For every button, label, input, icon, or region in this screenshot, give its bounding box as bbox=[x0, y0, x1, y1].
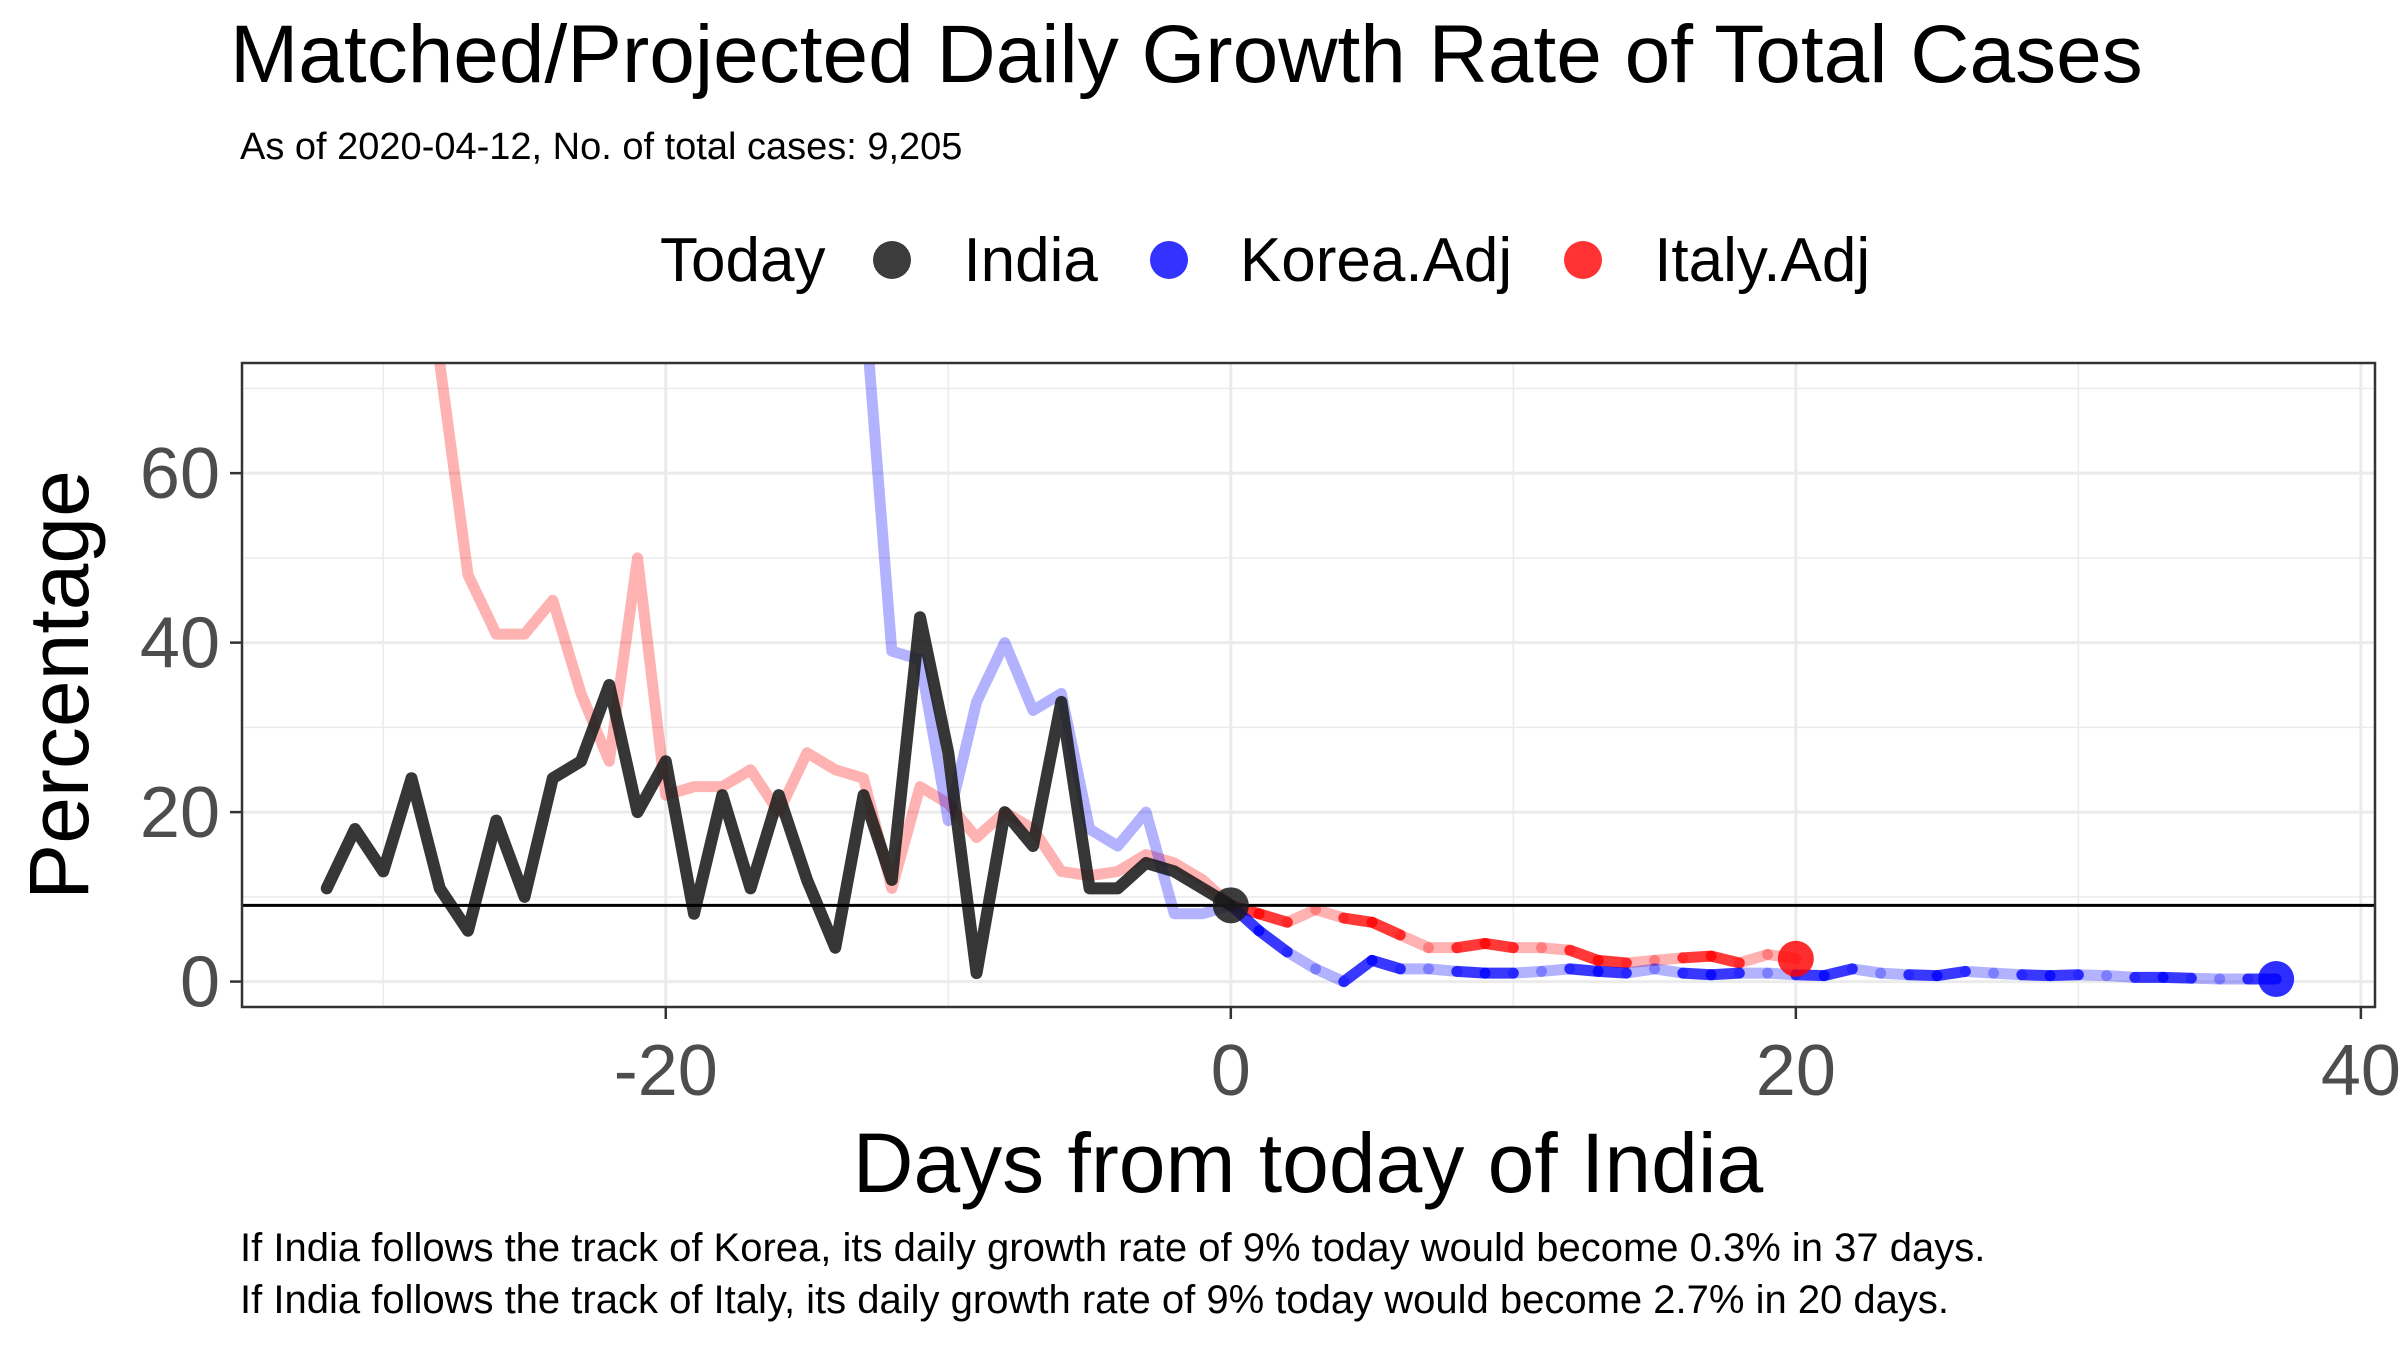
series-segment-korea-adj-projected bbox=[2185, 972, 2226, 985]
plot-frame bbox=[240, 361, 2377, 1009]
series-segment-italy-adj-projected bbox=[1705, 950, 1745, 969]
series-segment-italy-adj-projected bbox=[1281, 904, 1322, 928]
legend-marker-korea bbox=[1149, 241, 1188, 279]
x-tick-label: 20 bbox=[1756, 1031, 1836, 1111]
series-segment-korea-adj-projected bbox=[1338, 954, 1378, 988]
legend-title: Today bbox=[660, 225, 826, 295]
x-tick-label: -20 bbox=[614, 1031, 718, 1111]
series-segment-korea-adj-projected bbox=[1253, 925, 1293, 958]
legend-label-india: India bbox=[963, 225, 1098, 295]
legend: Today India Korea.Adj Italy.Adj bbox=[660, 222, 1922, 298]
series-segment-korea-adj-projected bbox=[1846, 963, 1887, 979]
series-line-korea-adj-matched bbox=[863, 363, 1237, 920]
series-segment-italy-adj-projected bbox=[1253, 908, 1293, 928]
series-segment-korea-adj-projected bbox=[2157, 971, 2197, 984]
series-segment-italy-adj-projected bbox=[1733, 948, 1774, 969]
caption-line-korea: If India follows the track of Korea, its… bbox=[240, 1226, 1986, 1270]
axes: -20 0 20 40 0 20 40 60 bbox=[140, 434, 2400, 1111]
series-line-italy-adj-matched bbox=[434, 363, 1237, 911]
series-segment-italy-adj-projected bbox=[1479, 937, 1519, 954]
chart-subtitle: As of 2020-04-12, No. of total cases: 9,… bbox=[240, 126, 963, 168]
legend-marker-india bbox=[873, 241, 912, 279]
legend-label-korea: Korea.Adj bbox=[1239, 225, 1513, 295]
caption: If India follows the track of Korea, its… bbox=[240, 1222, 1985, 1326]
series-endpoint-italy-adj bbox=[1777, 940, 1814, 977]
series-segment-italy-adj-projected bbox=[1620, 954, 1661, 969]
series-segment-korea-adj-projected bbox=[1931, 965, 1971, 982]
y-tick-label: 20 bbox=[140, 773, 220, 853]
x-axis-label: Days from today of India bbox=[853, 1116, 1764, 1210]
y-tick-label: 60 bbox=[140, 434, 220, 514]
y-tick-label: 40 bbox=[140, 604, 220, 684]
y-tick-label: 0 bbox=[180, 943, 220, 1023]
series-segment-korea-adj-projected bbox=[1620, 963, 1661, 979]
series-segment-korea-adj-projected bbox=[1366, 954, 1406, 975]
series-segment-korea-adj-projected bbox=[1818, 963, 1858, 982]
series-segment-italy-adj-projected bbox=[1394, 929, 1435, 954]
series-segment-italy-adj-projected bbox=[1366, 916, 1406, 941]
x-tick-label: 40 bbox=[2321, 1031, 2400, 1111]
caption-line-italy: If India follows the track of Italy, its… bbox=[240, 1278, 1950, 1322]
series-segment-italy-adj-projected bbox=[1592, 954, 1632, 969]
legend-marker-italy bbox=[1564, 241, 1603, 279]
legend-item-india: India bbox=[873, 225, 1098, 296]
chart-title: Matched/Projected Daily Growth Rate of T… bbox=[230, 9, 2143, 100]
legend-label-italy: Italy.Adj bbox=[1654, 225, 1871, 295]
series-endpoint-korea-adj bbox=[2258, 961, 2295, 998]
legend-item-italy: Italy.Adj bbox=[1564, 225, 1870, 296]
series-segment-korea-adj-projected bbox=[2044, 969, 2084, 982]
grid-lines bbox=[242, 363, 2375, 1007]
series-segment-korea-adj-projected bbox=[1592, 965, 1632, 979]
series-line-india bbox=[320, 611, 1237, 980]
series-segment-korea-adj-projected bbox=[1959, 965, 2000, 979]
series-segment-korea-adj-projected bbox=[2072, 969, 2113, 982]
y-axis-label: Percentage bbox=[12, 470, 106, 900]
x-tick-label: 0 bbox=[1211, 1031, 1251, 1111]
series-segment-korea-adj-projected bbox=[1281, 946, 1322, 975]
legend-item-korea: Korea.Adj bbox=[1149, 225, 1513, 296]
series-segment-korea-adj-projected bbox=[1705, 967, 1745, 981]
today-marker bbox=[1212, 887, 1249, 924]
series-segment-korea-adj-projected bbox=[1507, 965, 1548, 979]
series-layer bbox=[320, 363, 2282, 988]
reference-layer bbox=[242, 887, 2375, 998]
